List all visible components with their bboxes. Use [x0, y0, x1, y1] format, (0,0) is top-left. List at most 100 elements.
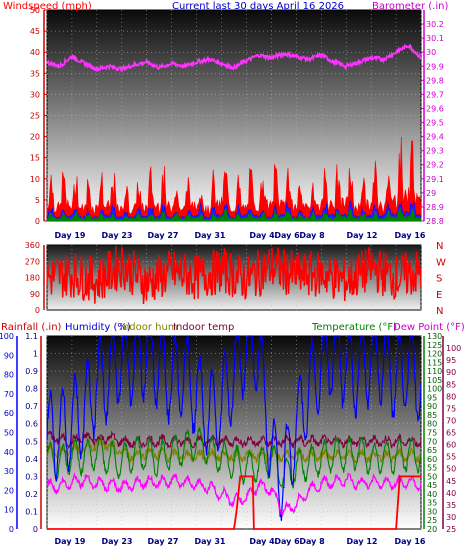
panel-1-left-tick: 5	[35, 196, 40, 205]
panel-3-rain-tick: 1.1	[25, 332, 38, 341]
panel-3-rain-tick: 0	[33, 525, 38, 534]
panel-3-humidity-tick: 100	[0, 332, 14, 341]
panel-3-temp-tick: 65	[427, 446, 437, 455]
panel-1-right-tick: 29.3	[426, 147, 444, 156]
panel-1-right-tick: 29.6	[426, 104, 444, 113]
panel-3-x-tick: Day 4	[249, 537, 275, 546]
panel-3-rain-tick: 0.9	[25, 367, 38, 376]
legend-dew-point: Dew Point (°F)	[393, 322, 465, 333]
panel-3-temp-tick: 25	[427, 516, 437, 525]
panel-3-temp-tick: 95	[427, 393, 437, 402]
panel-3-temp-tick: 80	[427, 420, 437, 429]
panel-3-humidity-tick: 0	[9, 525, 14, 534]
panel-3-dew-tick: 55	[446, 453, 456, 462]
panel-1-right-tick: 29.9	[426, 62, 444, 71]
panel-1-x-tick: Day 31	[195, 231, 226, 240]
panel-3-dew-tick: 90	[446, 368, 456, 377]
panel-3-dew-tick: 95	[446, 356, 456, 365]
panel-3-temp-tick: 20	[427, 525, 437, 534]
panel-1-left-axis-label: Windspeed (mph)	[3, 1, 92, 12]
panel-2-left-tick: 180	[25, 274, 40, 283]
legend-indoor-hum: Indoor hum	[120, 322, 178, 333]
panel-1-left-tick: 20	[30, 133, 40, 142]
series-wind-direction	[46, 245, 422, 305]
panel-3-x-tick: Day 8	[299, 537, 325, 546]
panel-3-dew-tick: 45	[446, 477, 456, 486]
legend-indoor-temp: Indoor temp	[173, 322, 234, 333]
panel-3-rain-tick: 0.6	[25, 420, 38, 429]
panel-1-left-tick: 10	[30, 175, 40, 184]
panel-3-temp-tick: 130	[427, 332, 442, 341]
panel-3-temp-tick: 50	[427, 472, 437, 481]
panel-1-left-tick: 35	[30, 69, 40, 78]
panel-3-temp-tick: 55	[427, 464, 437, 473]
chart-title: Current last 30 days April 16 2026	[172, 1, 344, 12]
panel-2-compass-label: W	[436, 257, 446, 268]
panel-3-humidity-tick: 40	[4, 448, 14, 457]
panel-1-right-tick: 30.1	[426, 34, 444, 43]
panel-1-x-tick: Day 27	[148, 231, 179, 240]
panel-1-right-axis-label: Barometer (.in)	[372, 1, 448, 12]
panel-1-x-tick: Day 8	[299, 231, 325, 240]
panel-3-rain-tick: 0.4	[25, 455, 38, 464]
panel-3-rain-tick: 0.5	[25, 437, 38, 446]
panel-3-temp-tick: 40	[427, 490, 437, 499]
panel-3-rain-tick: 0.2	[25, 490, 38, 499]
panel-2-compass-label: N	[436, 241, 443, 252]
panel-1-x-tick: Day 19	[55, 231, 86, 240]
panel-3-x-tick: Day 6	[274, 537, 300, 546]
panel-1-right-tick: 30.2	[426, 20, 444, 29]
panel-1-left-tick: 50	[30, 6, 40, 15]
panel-3-x-tick: Day 16	[395, 537, 426, 546]
panel-3-humidity-tick: 70	[4, 390, 14, 399]
panel-3-dew-tick: 100	[446, 344, 461, 353]
panel-3-temp-tick: 75	[427, 429, 437, 438]
panel-3-humidity-tick: 20	[4, 486, 14, 495]
panel-3-temp-tick: 100	[427, 385, 442, 394]
panel-1-left-tick: 30	[30, 90, 40, 99]
panel-1-right-tick: 29.8	[426, 76, 444, 85]
legend-temperature: Temperature (°F)	[311, 322, 397, 333]
panel-3-x-tick: Day 12	[347, 537, 378, 546]
panel-1-x-tick: Day 23	[102, 231, 133, 240]
panel-1-x-tick: Day 6	[274, 231, 300, 240]
panel-3-rain-tick: 0.1	[25, 507, 38, 516]
series-indoor-hum	[46, 437, 422, 465]
panel-3-humidity-tick: 60	[4, 409, 14, 418]
panel-3-temp-tick: 30	[427, 507, 437, 516]
panel-3-x-tick: Day 31	[195, 537, 226, 546]
panel-3-humidity-tick: 50	[4, 429, 14, 438]
panel-3-humidity-tick: 10	[4, 506, 14, 515]
panel-3-temp-tick: 115	[427, 358, 442, 367]
series-indoor-temp	[46, 430, 422, 450]
panel-3-x-tick: Day 23	[102, 537, 133, 546]
panel-2-compass-label: S	[436, 274, 442, 285]
panel-1-plot-area	[46, 9, 422, 222]
panel-1-right-tick: 29.7	[426, 90, 444, 99]
panel-1-right-tick: 29.1	[426, 175, 444, 184]
panel-1-right-tick: 29.5	[426, 119, 444, 128]
panel-3-rain-tick: 0.7	[25, 402, 38, 411]
panel-3-temp-tick: 110	[427, 367, 442, 376]
panel-1-left-tick: 15	[30, 154, 40, 163]
panel-1-right-tick: 28.9	[426, 203, 444, 212]
panel-1-right-tick: 29.4	[426, 133, 444, 142]
axis-labels: 0510152025303540455028.828.92929.129.229…	[0, 6, 461, 546]
series-wind-gust	[46, 136, 422, 222]
series-humidity	[46, 335, 422, 521]
panel-3-rain-tick: 0.8	[25, 385, 38, 394]
panel-1-left-tick: 45	[30, 27, 40, 36]
series-rainfall	[47, 475, 421, 530]
panel-3-x-tick: Day 19	[55, 537, 86, 546]
panel-3-dew-tick: 65	[446, 429, 456, 438]
data-marks	[46, 43, 422, 530]
panel-2-left-tick: 90	[30, 290, 40, 299]
panel-3-x-tick: Day 27	[148, 537, 179, 546]
panel-3-temp-tick: 45	[427, 481, 437, 490]
series-dew-point	[46, 472, 422, 518]
legend-humidity: Humidity (%)	[65, 322, 131, 333]
panel-3-temp-tick: 105	[427, 376, 442, 385]
panel-3-temp-tick: 70	[427, 437, 437, 446]
